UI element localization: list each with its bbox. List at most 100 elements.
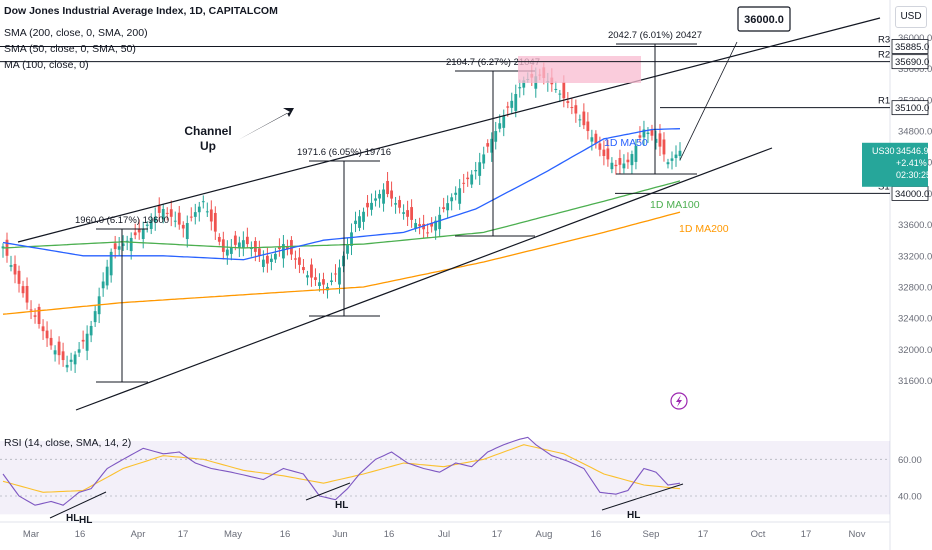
ma100-line <box>2 180 681 249</box>
rsi-band <box>0 441 890 515</box>
y-tick-label: 33600.0 <box>898 220 932 231</box>
measure-label: 1960.0 (6.17%) 19600 <box>75 215 169 226</box>
candle-body <box>374 198 377 201</box>
candle-body <box>141 228 145 240</box>
candle-body <box>594 133 598 144</box>
projection-line <box>679 41 738 161</box>
candle-body <box>626 159 630 163</box>
candle-body <box>386 180 389 195</box>
candle-body <box>470 174 474 185</box>
candle-body <box>566 101 570 103</box>
candle-body <box>117 246 121 250</box>
candle-body <box>89 325 93 336</box>
candle-body <box>85 333 89 351</box>
candle-body <box>249 247 253 250</box>
candle-body <box>33 315 37 317</box>
candle-body <box>286 246 289 250</box>
rsi-legend[interactable]: RSI (14, close, SMA, 14, 2) <box>4 437 132 449</box>
y-tick-label: 34800.0 <box>898 127 932 138</box>
candle-body <box>398 200 401 208</box>
candle-body <box>73 354 77 365</box>
lightning-icon-glyph <box>676 395 682 407</box>
candle-body <box>426 232 430 234</box>
candle-body <box>13 263 17 275</box>
candle-body <box>510 100 514 108</box>
candle-body <box>265 255 269 264</box>
chart-title: Dow Jones Industrial Average Index, 1D, … <box>4 5 278 17</box>
candle-body <box>354 220 357 225</box>
level-tag <box>891 100 929 116</box>
candle-body <box>290 240 293 255</box>
candle-body <box>93 311 97 323</box>
hl-trendline <box>601 483 684 511</box>
candle-body <box>237 242 241 248</box>
level-tag <box>891 39 929 54</box>
candle-body <box>414 223 418 229</box>
x-tick-label: Mar <box>23 529 39 540</box>
candle-body <box>522 80 526 88</box>
candle-body <box>193 212 197 217</box>
candle-body <box>298 257 301 265</box>
candle-body <box>209 209 213 222</box>
candle-body <box>406 210 409 217</box>
candle-body <box>310 264 313 278</box>
ma100-legend[interactable]: MA (100, close, 0) <box>4 59 89 71</box>
candle-body <box>113 243 117 250</box>
candle-body <box>490 138 494 153</box>
candle-body <box>506 106 510 108</box>
candle-body <box>614 164 618 167</box>
candle-body <box>606 148 610 160</box>
x-tick-label: Jun <box>332 529 347 540</box>
symbol-tag <box>862 142 928 187</box>
x-tick-label: Jul <box>438 529 450 540</box>
candle-body <box>582 111 586 126</box>
measure-label: 2104.7 (6.27%) 21047 <box>446 57 540 68</box>
candle-body <box>253 241 257 252</box>
currency-button[interactable]: USD <box>895 6 927 28</box>
candle-body <box>390 190 393 199</box>
x-tick-label: 16 <box>591 529 602 540</box>
candle-body <box>446 203 450 211</box>
candle-body <box>245 236 249 245</box>
hl-trendline <box>305 482 351 501</box>
candle-body <box>478 162 482 176</box>
candle-body <box>498 123 502 129</box>
candle-body <box>189 216 193 218</box>
candle-body <box>69 359 73 362</box>
hl-label: HL <box>79 515 92 526</box>
sma50-legend[interactable]: SMA (50, close, 0, SMA, 50) <box>4 43 136 55</box>
level-name: S1 <box>878 181 890 192</box>
candle-body <box>410 207 414 220</box>
candle-body <box>77 349 81 353</box>
candle-body <box>622 163 626 169</box>
candle-body <box>358 216 361 228</box>
candle-body <box>334 273 337 275</box>
x-tick-label: 17 <box>492 529 503 540</box>
candle-body <box>654 138 658 143</box>
candle-body <box>269 258 273 262</box>
candle-body <box>314 277 317 280</box>
candle-body <box>466 177 470 180</box>
candle-body <box>37 306 41 324</box>
candle-body <box>346 244 349 254</box>
candle-body <box>53 350 57 355</box>
x-tick-label: Sep <box>643 529 660 540</box>
candle-body <box>9 265 13 267</box>
candle-body <box>642 129 646 138</box>
candle-body <box>562 82 566 99</box>
level-value: 35690.0 <box>895 57 929 68</box>
candle-body <box>630 154 634 166</box>
candle-body <box>278 247 281 249</box>
candle-body <box>322 279 325 285</box>
x-tick-label: Apr <box>131 529 146 540</box>
candle-body <box>185 223 189 240</box>
candle-body <box>350 232 353 246</box>
candle-body <box>434 220 438 231</box>
candle-body <box>418 224 422 227</box>
candle-body <box>462 182 466 184</box>
candle-body <box>402 212 405 214</box>
candle-body <box>662 139 666 155</box>
sma200-legend[interactable]: SMA (200, close, 0, SMA, 200) <box>4 27 148 39</box>
candle-body <box>666 162 670 165</box>
